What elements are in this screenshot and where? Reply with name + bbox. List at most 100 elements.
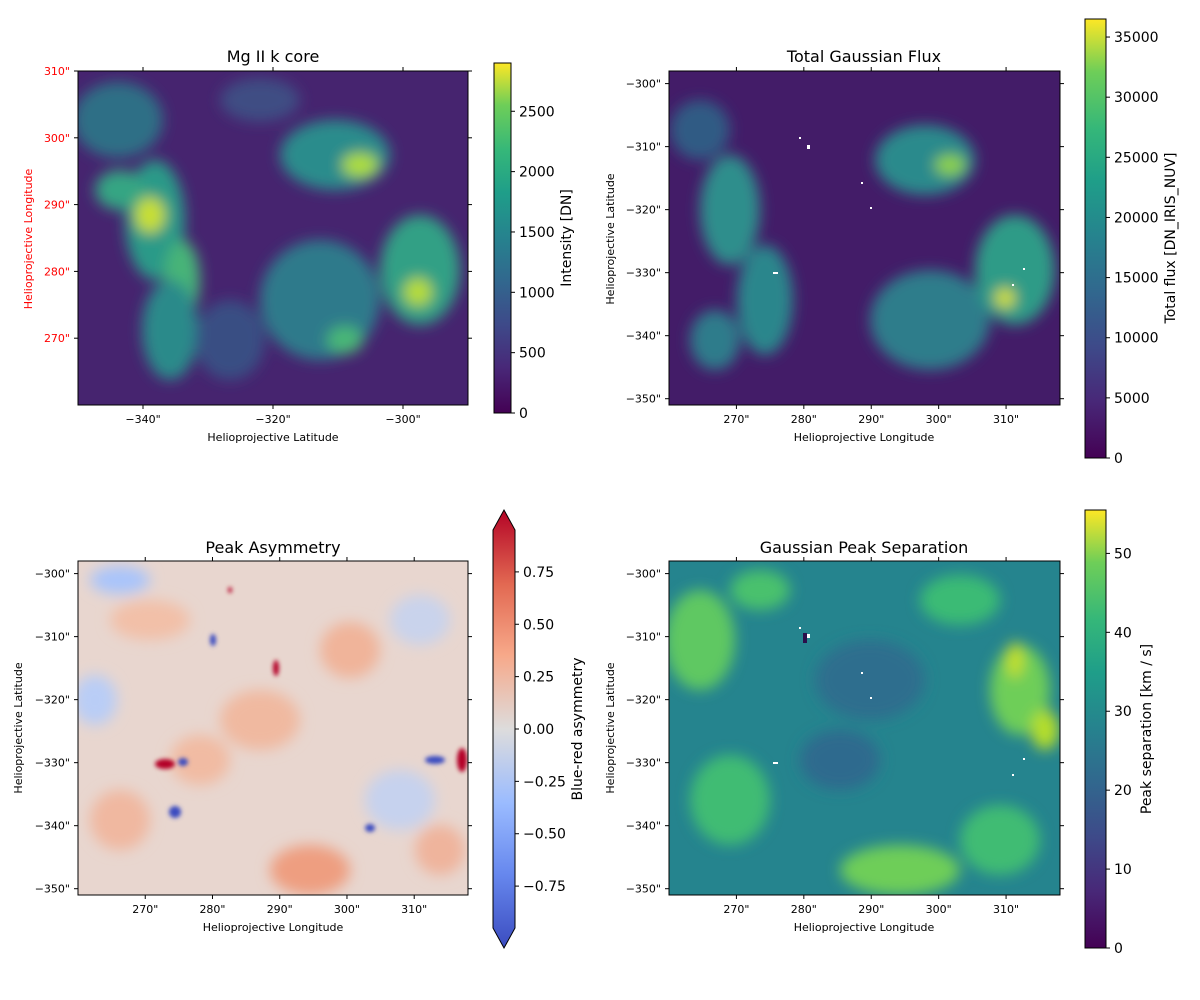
colorbar-tick-label: 20000 (1114, 210, 1159, 226)
y-tick-label: −310" (35, 631, 70, 644)
colorbar-tick-label: 0 (1114, 451, 1123, 467)
flux-bad-pixels (773, 137, 1025, 286)
x-tick-label: 290" (858, 413, 884, 426)
x-tick-label: 270" (132, 903, 158, 916)
x-tick-label: 290" (267, 903, 293, 916)
colorbar-tick-label: 15000 (1114, 271, 1159, 287)
x-tick-label: −320" (255, 413, 290, 426)
colorbar-tick-label: 10000 (1114, 331, 1159, 347)
colorbar-gradient (1084, 509, 1107, 949)
colorbar-tick-label: 0.50 (523, 617, 554, 633)
y-tick-label: −350" (626, 883, 661, 896)
x-tick-label: 310" (993, 413, 1019, 426)
x-tick-label: 310" (401, 903, 427, 916)
colorbar-label: Blue-red asymmetry (570, 657, 586, 800)
axes-frame (77, 560, 469, 896)
colorbar-tick-label: 35000 (1114, 30, 1159, 46)
colorbar-tick-label: 2500 (519, 104, 555, 120)
colorbar-tick-label: −0.25 (523, 774, 566, 790)
x-axis-label: Helioprojective Longitude (794, 431, 935, 444)
colorbar-tick-label: 0 (519, 406, 528, 422)
colorbar-gradient (1084, 18, 1107, 459)
x-tick-label: 270" (723, 413, 749, 426)
colorbar-ticks: 0 5000 10000 15000 20000 25000 30000 35000 (1106, 30, 1159, 467)
colorbar-tick-label: 40 (1114, 625, 1132, 641)
colorbar-tick-label: 500 (519, 346, 546, 362)
axis-ticks: 270" 280" 290" 300" 310" −300" −310" −320" −330"… (626, 557, 1064, 916)
y-tick-label: −350" (626, 393, 661, 406)
heatmap-image-flux (669, 71, 1060, 405)
colorbar-tick-label: 0 (1114, 941, 1123, 957)
y-tick-label: −320" (35, 694, 70, 707)
y-tick-label: −350" (35, 883, 70, 896)
x-tick-label: 300" (334, 903, 360, 916)
x-tick-label: −300" (385, 413, 420, 426)
colorbar-tick-label: 50 (1114, 546, 1132, 562)
y-tick-label: 300" (44, 132, 70, 145)
panel-peak-asymmetry: Peak Asymmetry Helioprojective Longitude… (12, 538, 472, 934)
heatmap-image-separation (669, 561, 1060, 895)
x-tick-label: 310" (993, 903, 1019, 916)
x-tick-label: 290" (858, 903, 884, 916)
x-tick-label: 280" (791, 903, 817, 916)
colorbar-tick-label: 0.00 (523, 722, 554, 738)
x-tick-label: 300" (926, 903, 952, 916)
y-axis-label: Helioprojective Longitude (22, 168, 35, 309)
separation-bad-pixels (773, 627, 1025, 776)
colorbar-tick-label: −0.75 (523, 879, 566, 895)
panel-gaussian-peak-separation: Gaussian Peak Separation Helioprojective… (604, 538, 1064, 934)
axes-frame (668, 70, 1061, 406)
y-tick-label: −310" (626, 631, 661, 644)
y-tick-label: −330" (35, 757, 70, 770)
x-axis-label: Helioprojective Longitude (203, 921, 344, 934)
colorbar-gradient (492, 508, 516, 950)
colorbar-tick-label: 30 (1114, 704, 1132, 720)
y-axis-label: Helioprojective Latitude (12, 662, 25, 793)
colorbar-tick-label: 0.25 (523, 670, 554, 686)
panel-mg-ii-k-core: Mg II k core Helioprojective Latitude He… (22, 47, 472, 444)
y-tick-label: 310" (44, 65, 70, 78)
colorbar-tick-label: 0.75 (523, 565, 554, 581)
chart-title: Mg II k core (227, 47, 320, 66)
colorbar-total-flux: 0 5000 10000 15000 20000 25000 30000 35000 Tota… (1084, 18, 1179, 467)
x-tick-label: 300" (926, 413, 952, 426)
x-axis-label: Helioprojective Latitude (207, 431, 338, 444)
colorbar-intensity: 0 500 1000 1500 2000 2500 Intensity [DN] (493, 62, 575, 422)
colorbar-label: Intensity [DN] (559, 189, 575, 287)
y-axis-label: Helioprojective Latitude (604, 173, 617, 304)
y-tick-label: −310" (626, 141, 661, 154)
x-tick-label: 270" (723, 903, 749, 916)
chart-title: Total Gaussian Flux (786, 47, 941, 66)
colorbar-tick-label: 25000 (1114, 150, 1159, 166)
y-tick-label: −340" (626, 820, 661, 833)
colorbar-tick-label: 5000 (1114, 391, 1150, 407)
axis-ticks: 270" 280" 290" 300" 310" −300" −310" −320" −330"… (35, 557, 472, 916)
colorbar-peak-separation: 0 10 20 30 40 50 Peak separation [km / s] (1084, 509, 1155, 957)
y-tick-label: 290" (44, 199, 70, 212)
asymmetry-features (155, 587, 467, 832)
y-tick-label: −340" (35, 820, 70, 833)
y-tick-label: −330" (626, 757, 661, 770)
y-tick-label: −330" (626, 267, 661, 280)
y-tick-label: −300" (626, 78, 661, 91)
y-tick-label: −300" (35, 568, 70, 581)
colorbar-tick-label: 2000 (519, 165, 555, 181)
y-tick-label: −320" (626, 694, 661, 707)
colorbar-ticks: 0.75 0.50 0.25 0.00 −0.25 −0.50 −0.75 (515, 565, 566, 895)
heatmap-image-mg-ii (78, 71, 468, 405)
panel-total-gaussian-flux: Total Gaussian Flux Helioprojective Long… (604, 47, 1064, 444)
colorbar-label: Total flux [DN_IRIS_NUV] (1163, 153, 1179, 325)
colorbar-label: Peak separation [km / s] (1139, 644, 1155, 814)
axis-ticks: −340" −320" −300" 310" 300" 290" 280" 270" (44, 65, 472, 426)
y-tick-label: −320" (626, 204, 661, 217)
y-tick-label: −300" (626, 568, 661, 581)
heatmap-image-asymmetry (78, 561, 468, 895)
axes-frame (668, 560, 1061, 896)
y-tick-label: 270" (44, 332, 70, 345)
colorbar-ticks: 0 500 1000 1500 2000 2500 (511, 104, 555, 422)
colorbar-tick-label: 1500 (519, 225, 555, 241)
x-axis-label: Helioprojective Longitude (794, 921, 935, 934)
colorbar-tick-label: 10 (1114, 862, 1132, 878)
colorbar-asymmetry: 0.75 0.50 0.25 0.00 −0.25 −0.50 −0.75 Blue-red… (492, 508, 586, 950)
